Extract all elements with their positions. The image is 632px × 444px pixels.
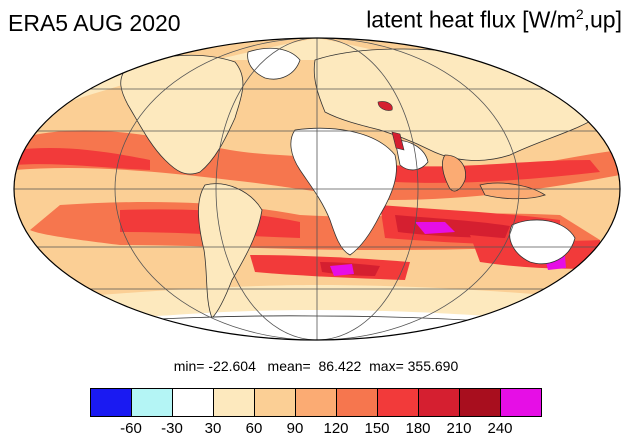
colorbar-tick-label: 210 bbox=[446, 420, 472, 437]
colorbar-tick-label: -30 bbox=[161, 420, 183, 437]
colorbar-tick-label: 60 bbox=[245, 420, 263, 437]
colorbar-swatch bbox=[295, 388, 337, 417]
antarctica bbox=[59, 315, 576, 340]
colorbar-swatch bbox=[172, 388, 214, 417]
mean-value: 86.422 bbox=[318, 358, 362, 374]
colorbar-swatch bbox=[131, 388, 173, 417]
colorbar-swatch bbox=[500, 388, 542, 417]
colorbar-swatch bbox=[418, 388, 460, 417]
field-statistics: min= -22.604 mean= 86.422 max= 355.690 bbox=[173, 358, 459, 374]
colorbar-tick-label: 150 bbox=[364, 420, 390, 437]
min-value: -22.604 bbox=[208, 358, 256, 374]
colorbar bbox=[90, 388, 542, 417]
south-america bbox=[198, 183, 263, 319]
colorbar-tick-label: 120 bbox=[323, 420, 349, 437]
colorbar-tick-label: 30 bbox=[204, 420, 222, 437]
map-title: ERA5 AUG 2020 bbox=[8, 10, 181, 36]
colorbar-swatch bbox=[336, 388, 378, 417]
colorbar-swatch bbox=[90, 388, 132, 417]
colorbar-swatch bbox=[377, 388, 419, 417]
colorbar-tick-label: 240 bbox=[487, 420, 513, 437]
india bbox=[442, 154, 466, 192]
greenland bbox=[247, 47, 301, 80]
max-value: 355.690 bbox=[407, 358, 459, 374]
colorbar-tick-label: 90 bbox=[286, 420, 304, 437]
colorbar-swatch bbox=[459, 388, 501, 417]
colorbar-tick-label: -60 bbox=[120, 420, 142, 437]
variable-title: latent heat flux [W/m2,up] bbox=[366, 6, 622, 33]
colorbar-swatch bbox=[213, 388, 255, 417]
maritime-continent bbox=[479, 182, 546, 200]
globe-outline bbox=[13, 37, 621, 341]
north-america bbox=[120, 54, 244, 175]
colorbar-tick-label: 180 bbox=[405, 420, 431, 437]
colorbar-swatch bbox=[254, 388, 296, 417]
graticule bbox=[14, 38, 620, 340]
